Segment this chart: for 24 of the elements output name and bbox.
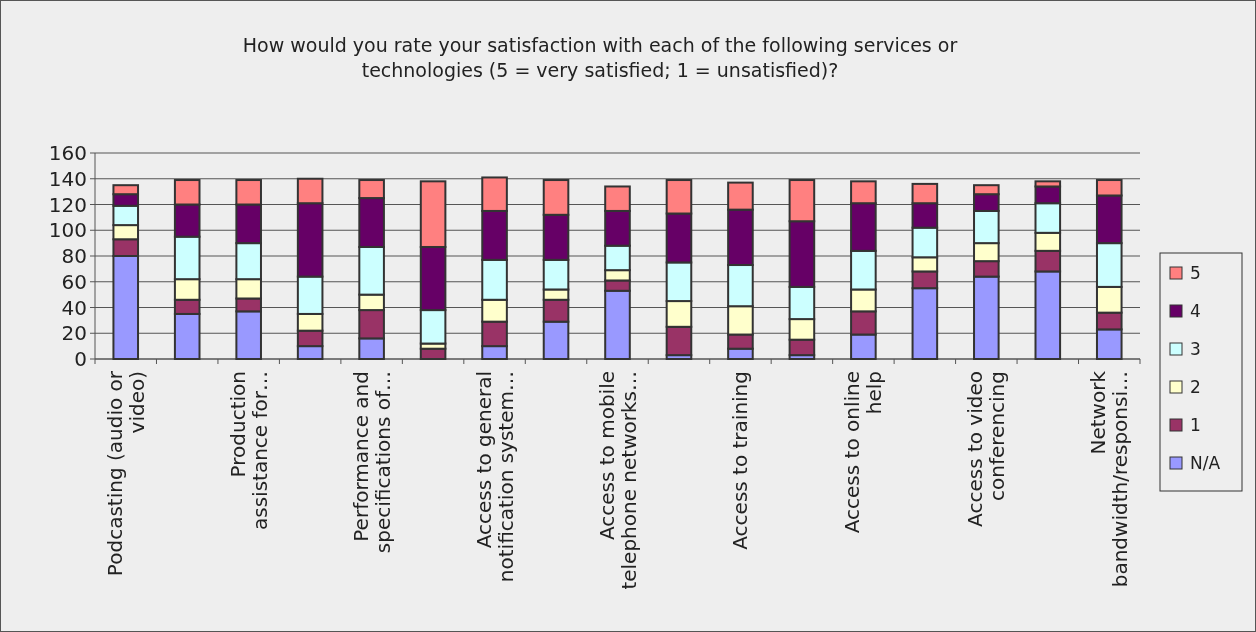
chart-title: How would you rate your satisfaction with each of the following services or technologies (5 = very satisfied; 1 = unsatisfied)?: [242, 34, 958, 81]
x-tick-label: Production assistance for…: [225, 371, 272, 531]
x-tick-label: Network bandwidth/responsi…: [1086, 370, 1133, 588]
y-tick-label: 20: [61, 321, 87, 346]
legend-label: 2: [1190, 376, 1201, 397]
x-tick-label: Access to training: [728, 371, 753, 550]
y-tick-label: 40: [61, 295, 87, 320]
y-tick-label: 140: [48, 166, 87, 191]
y-tick-label: 100: [48, 218, 87, 243]
legend-label: 3: [1190, 338, 1201, 359]
y-tick-label: 80: [61, 244, 87, 268]
y-tick-label: 0: [74, 347, 87, 371]
legend-label: 4: [1190, 300, 1201, 321]
y-tick-label: 120: [48, 192, 87, 217]
x-tick-label: Access to general notification system…: [471, 371, 518, 583]
legend-label: 1: [1190, 414, 1201, 435]
y-tick-label: 160: [48, 141, 87, 165]
legend-label: 5: [1190, 262, 1201, 283]
y-tick-label: 60: [61, 269, 87, 294]
legend-label: N/A: [1190, 452, 1221, 473]
x-tick-label: Access to online help: [840, 371, 887, 534]
x-tick-label: Podcasting (audio or video): [102, 370, 149, 577]
x-tick-label: Access to mobile telephone networks…: [594, 371, 641, 590]
x-tick-label: Performance and specifications of…: [348, 371, 395, 554]
